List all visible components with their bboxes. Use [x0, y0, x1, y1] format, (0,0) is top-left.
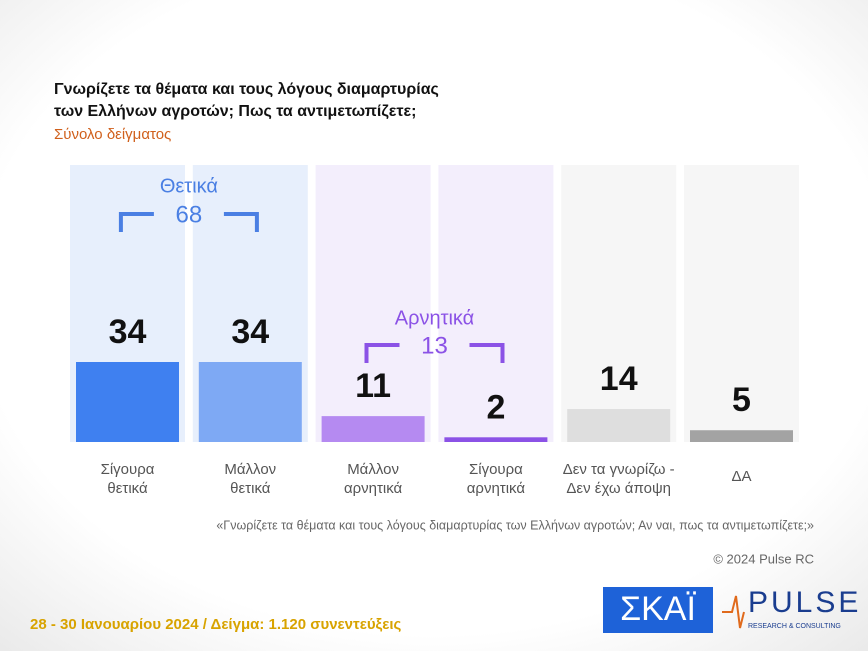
value-label: 2	[486, 388, 505, 426]
bar	[690, 430, 793, 442]
x-tick-label: Δεν έχω άποψη	[566, 480, 671, 497]
x-tick-label: θετικά	[107, 480, 148, 497]
chart-subtitle: Σύνολο δείγματος	[54, 126, 171, 143]
chart-title: των Ελλήνων αγροτών; Πως τα αντιμετωπίζε…	[54, 103, 416, 120]
question-note: «Γνωρίζετε τα θέματα και τους λόγους δια…	[216, 518, 814, 532]
bar	[198, 362, 302, 442]
chart-title: Γνωρίζετε τα θέματα και τους λόγους διαμ…	[54, 81, 439, 98]
pulse-logo-wave	[722, 595, 745, 629]
x-tick-label: αρνητικά	[344, 480, 403, 497]
group-label: Θετικά	[160, 175, 218, 197]
value-label: 14	[600, 360, 638, 398]
pulse-logo-text: PULSE	[748, 586, 861, 619]
skai-logo	[603, 587, 713, 633]
bar	[76, 362, 179, 442]
x-tick-label: Σίγουρα	[101, 461, 155, 478]
x-tick-label: θετικά	[230, 480, 271, 497]
skai-logo-text: ΣΚΑΪ	[620, 590, 696, 628]
value-label: 34	[231, 313, 269, 351]
value-label: 5	[732, 381, 751, 419]
x-tick-label: αρνητικά	[467, 480, 526, 497]
x-tick-label: Μάλλον	[224, 461, 276, 478]
column-background	[315, 165, 431, 442]
x-tick-label: ΔΑ	[731, 468, 751, 485]
x-tick-label: Δεν τα γνωρίζω -	[563, 461, 675, 478]
copyright: © 2024 Pulse RC	[713, 551, 814, 566]
group-value: 68	[176, 201, 203, 228]
bar	[444, 437, 548, 442]
x-tick-label: Σίγουρα	[469, 461, 523, 478]
column-background	[684, 165, 799, 442]
x-tick-label: Μάλλον	[347, 461, 399, 478]
column-background	[561, 165, 677, 442]
group-value: 13	[421, 332, 448, 359]
group-bracket	[364, 343, 505, 363]
value-label: 11	[355, 367, 391, 405]
bar	[321, 416, 425, 442]
group-label: Αρνητικά	[395, 307, 475, 329]
column-background	[438, 165, 554, 442]
bar	[567, 409, 671, 442]
pulse-tagline: RESEARCH & CONSULTING	[748, 623, 841, 630]
value-label: 34	[109, 313, 147, 351]
group-bracket	[118, 212, 259, 232]
fieldwork: 28 - 30 Ιανουαρίου 2024 / Δείγμα: 1.120 …	[30, 616, 402, 633]
